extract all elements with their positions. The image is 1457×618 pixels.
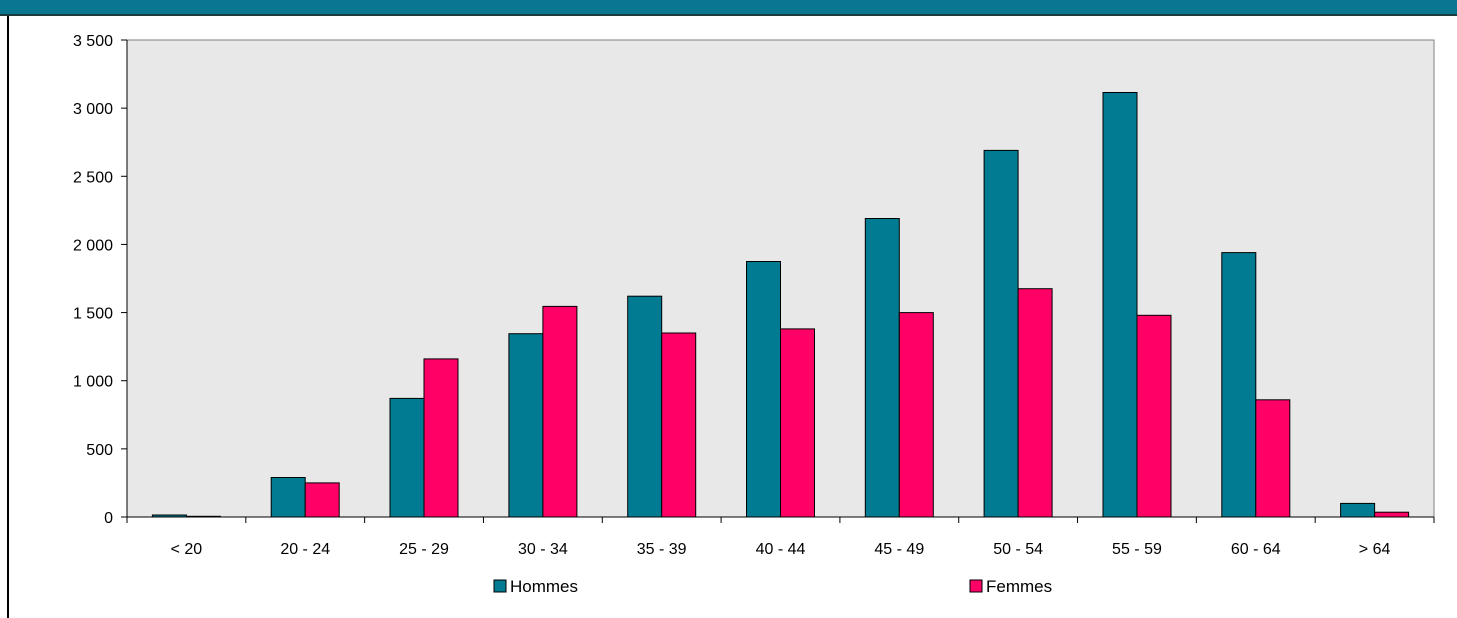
bar-hommes-10 xyxy=(1340,502,1376,518)
bar-femmes-8 xyxy=(1136,314,1172,518)
y-tick-label: 500 xyxy=(86,442,113,459)
bar-hommes-9 xyxy=(1221,252,1257,518)
bar-femmes-7 xyxy=(1017,288,1053,518)
bar-femmes-6 xyxy=(898,312,934,518)
bar-femmes-5 xyxy=(780,328,815,518)
bars-group xyxy=(151,92,1410,518)
bar-hommes-6 xyxy=(864,218,900,518)
bar-femmes-2 xyxy=(423,358,459,518)
x-tick-label: 60 - 64 xyxy=(1231,541,1281,558)
x-tick-label: 35 - 39 xyxy=(637,541,687,558)
x-tick-label: 45 - 49 xyxy=(874,541,924,558)
y-tick-label: 3 500 xyxy=(73,33,113,50)
y-tick-label: 2 500 xyxy=(73,169,113,186)
bar-femmes-9 xyxy=(1255,399,1291,518)
y-tick-label: 2 000 xyxy=(73,237,113,254)
x-tick-label: 20 - 24 xyxy=(280,541,330,558)
bar-hommes-1 xyxy=(270,477,306,518)
x-tick-label: > 64 xyxy=(1359,541,1391,558)
bar-hommes-5 xyxy=(746,261,781,518)
x-tick-label: < 20 xyxy=(171,541,203,558)
legend-swatch-femmes xyxy=(969,579,983,593)
header-band xyxy=(0,0,1457,16)
legend-label-hommes: Hommes xyxy=(510,577,578,596)
bar-hommes-2 xyxy=(389,397,425,518)
bar-femmes-10 xyxy=(1374,511,1410,518)
legend-label-femmes: Femmes xyxy=(986,577,1052,596)
bar-femmes-3 xyxy=(542,305,578,518)
y-tick-label: 3 000 xyxy=(73,101,113,118)
axes-group xyxy=(126,40,1434,518)
x-tick-label: 40 - 44 xyxy=(756,541,806,558)
y-tick-label: 1 000 xyxy=(73,374,113,391)
y-tick-label: 0 xyxy=(104,510,113,527)
x-tick-label: 55 - 59 xyxy=(1112,541,1162,558)
bar-hommes-8 xyxy=(1102,92,1138,518)
bar-hommes-3 xyxy=(508,333,544,518)
x-tick-label: 50 - 54 xyxy=(993,541,1043,558)
bar-hommes-7 xyxy=(983,149,1019,518)
x-tick-label: 25 - 29 xyxy=(399,541,449,558)
legend-swatch-hommes xyxy=(493,579,507,593)
frame-left-rule xyxy=(7,16,9,618)
y-axis-ticks: 0 500 1 000 1 500 2 000 2 500 3 000 3 500 xyxy=(73,33,127,527)
x-tick-label: 30 - 34 xyxy=(518,541,568,558)
bar-femmes-1 xyxy=(304,482,340,518)
legend: Hommes Femmes xyxy=(493,577,1052,596)
x-axis-ticks: < 20 20 - 24 25 - 29 30 - 34 35 - 39 40 - 44 4… xyxy=(126,517,1435,558)
bar-femmes-4 xyxy=(661,332,697,518)
y-tick-label: 1 500 xyxy=(73,306,113,323)
bar-hommes-4 xyxy=(627,295,663,518)
